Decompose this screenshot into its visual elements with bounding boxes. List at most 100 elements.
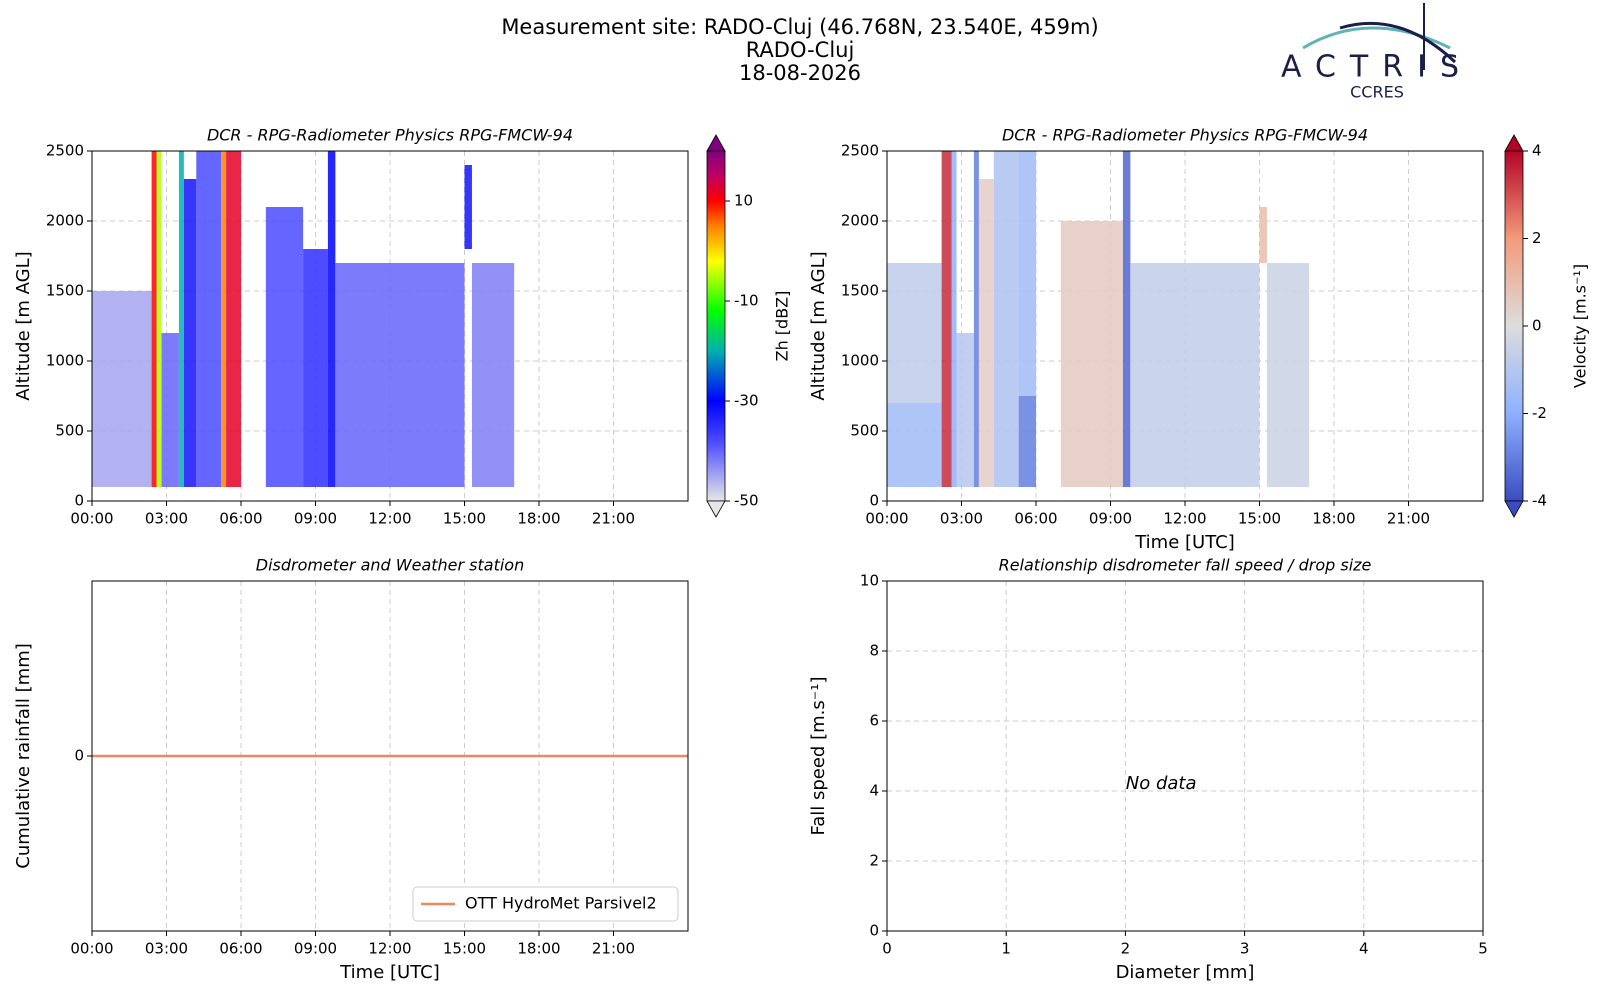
heatmap-cell [1122,151,1131,487]
logo: ACTRIS CCRES [1281,3,1473,102]
heatmap-cell [1259,207,1267,263]
x-tick-label: 0 [882,940,892,958]
heatmap-cell [92,291,152,487]
x-tick-label: 2 [1121,940,1131,958]
heatmap-cell [335,263,465,487]
heatmap-cell [156,151,162,487]
heatmap-cell [1266,263,1310,487]
heatmap-cell [1130,263,1260,487]
colorbar [706,150,726,502]
heatmap-cell [956,333,974,487]
x-tick-label: 03:00 [940,510,983,528]
subplot-title: DCR - RPG-Radiometer Physics RPG-FMCW-94 [1002,126,1368,145]
x-tick-label: 21:00 [1387,510,1430,528]
colorbar-tick-label: -10 [734,292,759,310]
x-axis-label: Time [UTC] [339,962,440,983]
annotation: No data [1126,773,1197,794]
heatmap-cell [196,151,222,487]
x-tick-label: 00:00 [70,510,113,528]
colorbar-tick-label: -30 [734,392,759,410]
heatmap-cell [464,165,472,249]
y-tick-label: 2000 [46,212,84,230]
subplot: OTT HydroMet Parsivel2 00:00 03:00 06:00 09:… [13,556,689,983]
y-tick-label: 0 [869,492,879,510]
x-tick-label: 18:00 [517,510,560,528]
x-tick-label: 12:00 [1163,510,1206,528]
heatmap-cell [161,333,179,487]
x-tick-label: 09:00 [294,510,337,528]
subplot: -4 -2 0 2 4 Velocity [m.s⁻¹] 00:00 03:00 06:00 09… [808,126,1590,554]
heatmap-cell [1060,221,1123,487]
y-axis-label: Altitude [m AGL] [808,251,829,400]
x-tick-label: 03:00 [145,510,188,528]
x-tick-label: 18:00 [517,940,560,958]
x-tick-label: 06:00 [219,940,262,958]
y-tick-label: 2000 [841,212,879,230]
subplot-title: DCR - RPG-Radiometer Physics RPG-FMCW-94 [207,126,573,145]
x-tick-label: 15:00 [443,510,486,528]
legend-label: OTT HydroMet Parsivel2 [465,894,657,913]
colorbar-label: Zh [dBZ] [773,291,792,362]
heatmap-cell [178,151,184,487]
logo-name: ACTRIS [1281,50,1473,85]
header-line: 18-08-2026 [739,61,861,85]
x-axis-label: Diameter [mm] [1116,962,1255,983]
x-tick-label: 00:00 [70,940,113,958]
subplot: -50 -30 -10 10 Zh [dBZ] 00:00 03:00 06:00 09:00 1… [13,126,792,528]
x-tick-label: 09:00 [294,940,337,958]
y-tick-label: 2500 [46,142,84,160]
x-tick-label: 15:00 [443,940,486,958]
y-tick-label: 8 [869,642,879,660]
plot-background [887,581,1483,931]
heatmap-cell [265,207,304,487]
y-axis-label: Altitude [m AGL] [13,251,34,400]
heatmap-cell [887,263,942,403]
y-tick-label: 1500 [46,282,84,300]
x-tick-label: 1 [1001,940,1011,958]
logo-arc [1339,21,1457,64]
x-tick-label: 21:00 [592,510,635,528]
subplot: No data 0 1 2 3 4 5 0 2 4 6 8 10 Relationship disdrom… [808,556,1488,984]
y-tick-label: 2 [869,852,879,870]
y-axis-label: Fall speed [m.s⁻¹] [808,677,829,836]
colorbar-tick-label: -4 [1532,492,1547,510]
legend-box [412,886,679,922]
heatmap-cell [183,179,197,487]
colorbar-tick-label: -2 [1532,404,1547,422]
y-tick-label: 1500 [841,282,879,300]
colorbar [1504,150,1524,502]
x-tick-label: 18:00 [1312,510,1355,528]
y-tick-label: 0 [74,492,84,510]
y-tick-label: 0 [869,922,879,940]
colorbar-extend [1504,500,1524,518]
colorbar-tick-label: -50 [734,492,759,510]
colorbar-tick-label: 2 [1532,229,1542,247]
header-line: RADO-Cluj [746,38,855,62]
y-tick-label: 2500 [841,142,879,160]
heatmap-cell [951,151,957,487]
heatmap-cell [973,151,979,487]
subplot-title: Disdrometer and Weather station [256,556,524,575]
x-tick-label: 00:00 [865,510,908,528]
colorbar-extend [1504,134,1524,152]
y-tick-label: 6 [869,712,879,730]
colorbar-tick-label: 4 [1532,142,1542,160]
y-tick-label: 500 [55,422,84,440]
heatmap-cell [221,151,227,487]
y-axis-label: Cumulative rainfall [mm] [13,643,34,869]
heatmap-cell [303,249,328,487]
colorbar-tick-label: 0 [1532,317,1542,335]
y-tick-label: 10 [860,572,879,590]
y-tick-label: 0 [74,747,84,765]
x-tick-label: 5 [1478,940,1488,958]
y-tick-label: 4 [869,782,879,800]
heatmap-cell [978,179,994,487]
logo-sub: CCRES [1350,83,1404,102]
x-tick-label: 12:00 [368,940,411,958]
colorbar-extend [706,500,726,518]
x-tick-label: 03:00 [145,940,188,958]
heatmap-cell [887,403,942,487]
x-axis-label: Time [UTC] [1134,532,1235,553]
